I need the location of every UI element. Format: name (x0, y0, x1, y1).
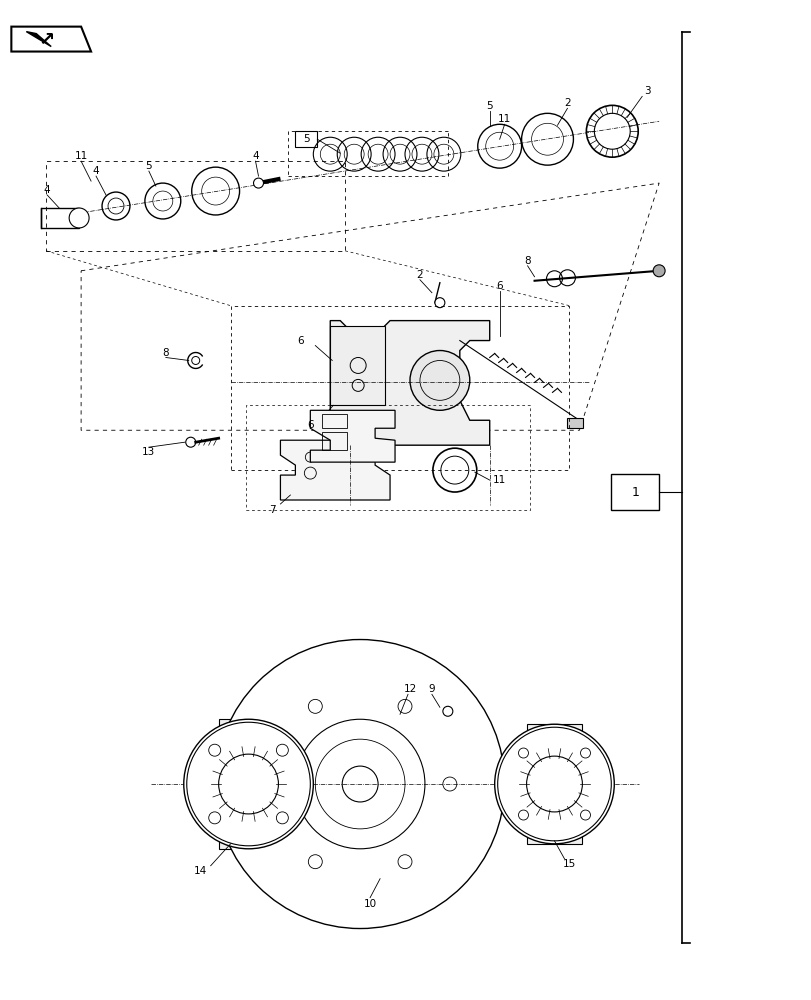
Polygon shape (310, 410, 394, 462)
Circle shape (69, 208, 89, 228)
Text: ↗: ↗ (38, 30, 54, 49)
Text: 6: 6 (496, 281, 502, 291)
Text: 11: 11 (75, 151, 88, 161)
Polygon shape (280, 440, 389, 500)
Text: 7: 7 (268, 505, 276, 515)
Text: 15: 15 (562, 859, 575, 869)
Bar (322, 414, 347, 428)
Polygon shape (330, 321, 489, 445)
Text: 9: 9 (428, 684, 435, 694)
Text: 11: 11 (497, 114, 511, 124)
Bar (611, 474, 659, 510)
Text: 4: 4 (252, 151, 259, 161)
Text: 5: 5 (303, 134, 309, 144)
Text: 13: 13 (142, 447, 156, 457)
Circle shape (652, 265, 664, 277)
Circle shape (183, 719, 313, 849)
Text: 8: 8 (162, 348, 169, 358)
Bar (322, 432, 347, 450)
Circle shape (191, 356, 200, 364)
Text: 2: 2 (416, 270, 423, 280)
Bar (526, 724, 581, 844)
Text: 1: 1 (630, 486, 638, 499)
Text: 8: 8 (524, 256, 530, 266)
Bar (218, 719, 278, 849)
Polygon shape (26, 32, 51, 47)
Text: 4: 4 (92, 166, 99, 176)
Text: 6: 6 (307, 420, 313, 430)
Text: 2: 2 (564, 98, 570, 108)
Bar (41, 208, 79, 228)
Bar (567, 418, 582, 428)
Circle shape (435, 298, 444, 308)
Text: 5: 5 (145, 161, 152, 171)
Text: 12: 12 (403, 684, 416, 694)
Circle shape (494, 724, 614, 844)
Bar (295, 131, 317, 147)
Circle shape (253, 178, 263, 188)
Text: 10: 10 (363, 899, 376, 909)
Text: 5: 5 (486, 101, 492, 111)
Circle shape (216, 640, 504, 929)
Text: 3: 3 (643, 86, 650, 96)
Bar (330, 326, 384, 405)
Text: 6: 6 (297, 336, 303, 346)
Circle shape (410, 351, 470, 410)
Text: 14: 14 (194, 866, 207, 876)
Polygon shape (11, 27, 91, 52)
Text: 11: 11 (492, 475, 506, 485)
Circle shape (186, 437, 195, 447)
Text: 4: 4 (44, 185, 50, 195)
